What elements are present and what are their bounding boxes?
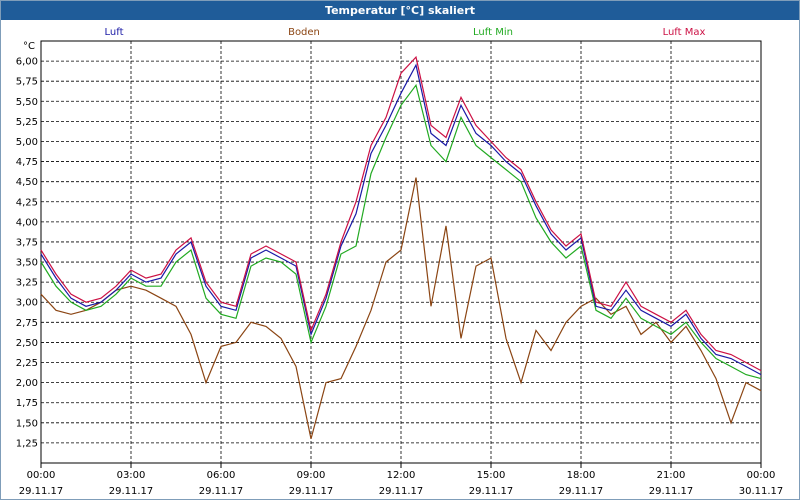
series-line-luft	[40, 63, 762, 376]
legend-label: Luft	[105, 27, 124, 38]
y-axis-unit-label: °C	[23, 41, 35, 52]
y-tick-label: 2,00	[16, 378, 38, 389]
y-tick-label: 5,00	[16, 137, 38, 148]
y-tick-label: 4,00	[16, 217, 38, 228]
x-tick-date-label: 29.11.17	[649, 486, 694, 497]
y-tick-label: 5,75	[16, 77, 38, 88]
y-tick-label: 5,25	[16, 117, 38, 128]
x-tick-time-label: 09:00	[297, 470, 326, 481]
y-tick-label: 2,75	[16, 318, 38, 329]
y-tick-label: 3,00	[16, 298, 38, 309]
x-tick-date-label: 29.11.17	[19, 486, 64, 497]
legend-label: Luft Max	[663, 27, 706, 38]
y-tick-label: 3,50	[16, 258, 38, 269]
series-line-luft-max	[40, 55, 762, 372]
x-tick-time-label: 15:00	[477, 470, 506, 481]
chart-title: Temperatur [°C] skaliert	[1, 1, 799, 20]
y-tick-label: 1,75	[16, 398, 38, 409]
y-tick-label: 6,00	[16, 57, 38, 68]
x-tick-time-label: 12:00	[387, 470, 416, 481]
legend-label: Boden	[288, 27, 320, 38]
x-tick-date-label: 29.11.17	[199, 486, 244, 497]
y-tick-label: 3,75	[16, 237, 38, 248]
y-tick-label: 5,50	[16, 97, 38, 108]
x-tick-time-label: 21:00	[657, 470, 686, 481]
x-tick-date-label: 29.11.17	[469, 486, 514, 497]
x-tick-time-label: 00:00	[27, 470, 56, 481]
x-tick-date-label: 29.11.17	[109, 486, 154, 497]
y-tick-label: 4,25	[16, 197, 38, 208]
legend-label: Luft Min	[473, 27, 513, 38]
x-tick-time-label: 18:00	[567, 470, 596, 481]
y-tick-label: 1,50	[16, 418, 38, 429]
x-tick-date-label: 29.11.17	[559, 486, 604, 497]
x-tick-date-label: 29.11.17	[289, 486, 334, 497]
x-tick-date-label: 30.11.17	[739, 486, 784, 497]
x-tick-time-label: 06:00	[207, 470, 236, 481]
series-line-luft-min	[40, 83, 762, 380]
x-tick-date-label: 29.11.17	[379, 486, 424, 497]
y-tick-label: 2,50	[16, 338, 38, 349]
x-tick-time-label: 03:00	[117, 470, 146, 481]
y-tick-label: 2,25	[16, 358, 38, 369]
y-tick-label: 4,50	[16, 177, 38, 188]
y-tick-label: 1,25	[16, 438, 38, 449]
y-tick-label: 3,25	[16, 278, 38, 289]
series-line-boden	[40, 177, 762, 440]
y-tick-label: 4,75	[16, 157, 38, 168]
x-tick-time-label: 00:00	[747, 470, 776, 481]
